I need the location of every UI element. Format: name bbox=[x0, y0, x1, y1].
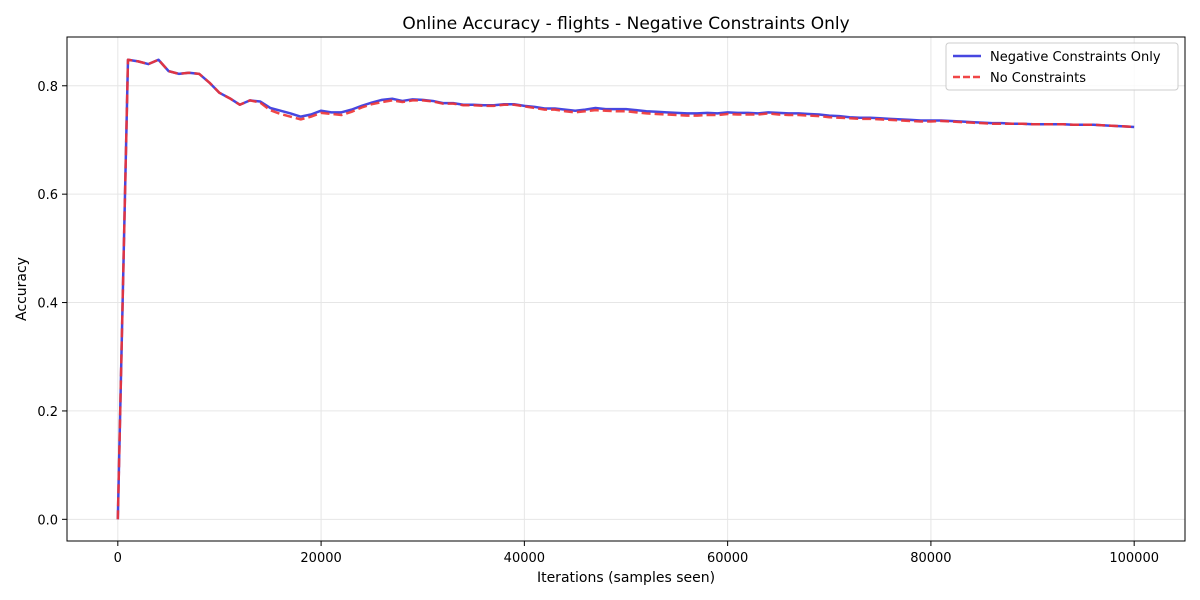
y-tick-label: 0.4 bbox=[37, 297, 58, 312]
x-axis-label: Iterations (samples seen) bbox=[537, 570, 715, 586]
y-tick-label: 0.0 bbox=[37, 513, 58, 528]
x-tick-label: 20000 bbox=[300, 551, 341, 566]
y-axis-ticks: 0.0 0.2 0.4 0.6 0.8 bbox=[37, 80, 67, 528]
legend-frame bbox=[945, 42, 1179, 91]
y-tick-label: 0.6 bbox=[37, 188, 58, 203]
series-line-no-constraints bbox=[116, 58, 1135, 520]
y-tick-label: 0.2 bbox=[37, 405, 58, 420]
series-line-negative-constraints bbox=[116, 58, 1135, 520]
x-tick-label: 80000 bbox=[910, 551, 951, 566]
x-tick-label: 0 bbox=[114, 551, 122, 566]
x-tick-label: 100000 bbox=[1109, 551, 1159, 566]
legend: Negative Constraints Only No Constraints bbox=[945, 42, 1179, 91]
y-axis-label: Accuracy bbox=[14, 257, 30, 321]
x-axis-ticks: 0 20000 40000 60000 80000 100000 bbox=[114, 541, 1159, 566]
x-tick-label: 40000 bbox=[504, 551, 545, 566]
y-tick-label: 0.8 bbox=[37, 80, 58, 95]
x-tick-label: 60000 bbox=[707, 551, 748, 566]
chart-title: Online Accuracy - flights - Negative Con… bbox=[402, 14, 849, 34]
series-lines bbox=[116, 58, 1135, 520]
legend-label-negative-constraints: Negative Constraints Only bbox=[990, 50, 1161, 65]
plot-frame bbox=[66, 36, 1186, 542]
legend-label-no-constraints: No Constraints bbox=[990, 71, 1086, 86]
